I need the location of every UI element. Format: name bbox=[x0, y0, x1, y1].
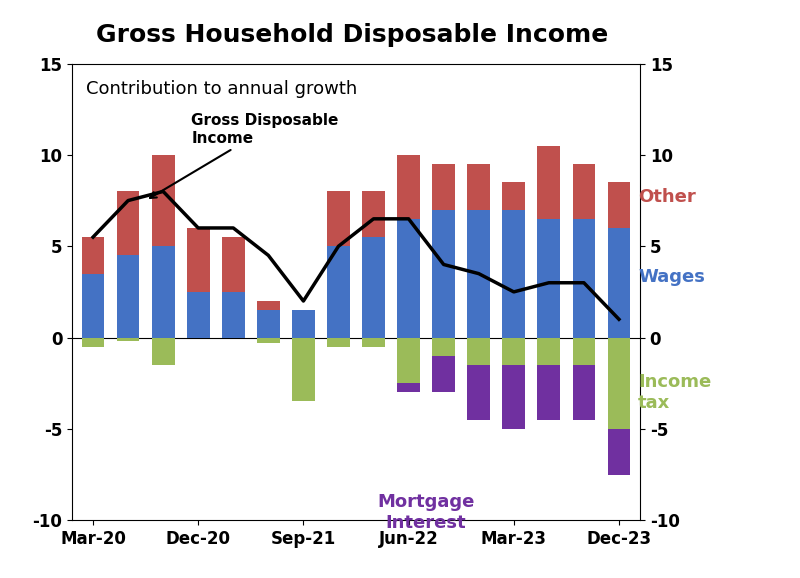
Bar bbox=[573, 338, 595, 365]
Bar bbox=[573, 164, 595, 219]
Bar bbox=[467, 210, 490, 338]
Text: Gross Household Disposable Income: Gross Household Disposable Income bbox=[96, 23, 608, 47]
Bar bbox=[607, 182, 630, 228]
Bar bbox=[292, 338, 315, 402]
Bar bbox=[327, 246, 350, 338]
Bar bbox=[432, 164, 455, 210]
Bar bbox=[117, 338, 139, 341]
Text: Other: Other bbox=[638, 188, 696, 206]
Bar bbox=[362, 191, 385, 237]
Bar bbox=[362, 237, 385, 338]
Bar bbox=[152, 338, 174, 365]
Bar bbox=[362, 338, 385, 347]
Bar bbox=[82, 237, 105, 273]
Bar bbox=[467, 164, 490, 210]
Bar bbox=[432, 356, 455, 392]
Bar bbox=[187, 292, 210, 338]
Bar bbox=[152, 155, 174, 246]
Bar bbox=[502, 338, 525, 365]
Bar bbox=[187, 228, 210, 292]
Bar bbox=[467, 365, 490, 420]
Bar bbox=[152, 246, 174, 338]
Bar bbox=[538, 338, 560, 365]
Bar bbox=[327, 191, 350, 246]
Bar bbox=[573, 365, 595, 420]
Bar bbox=[607, 338, 630, 429]
Bar bbox=[538, 146, 560, 219]
Text: Contribution to annual growth: Contribution to annual growth bbox=[86, 80, 358, 98]
Bar bbox=[82, 338, 105, 347]
Bar bbox=[502, 210, 525, 338]
Bar bbox=[432, 338, 455, 356]
Bar bbox=[292, 310, 315, 338]
Bar bbox=[397, 338, 420, 383]
Bar bbox=[117, 191, 139, 255]
Bar bbox=[257, 301, 280, 310]
Text: Income
tax: Income tax bbox=[638, 373, 711, 412]
Bar bbox=[257, 338, 280, 343]
Bar bbox=[607, 429, 630, 475]
Bar bbox=[432, 210, 455, 338]
Bar bbox=[502, 365, 525, 429]
Bar bbox=[327, 338, 350, 347]
Bar bbox=[397, 155, 420, 219]
Bar bbox=[397, 383, 420, 392]
Bar bbox=[538, 219, 560, 338]
Bar bbox=[222, 292, 245, 338]
Bar bbox=[538, 365, 560, 420]
Bar bbox=[222, 237, 245, 292]
Bar bbox=[257, 310, 280, 338]
Text: Mortgage
Interest: Mortgage Interest bbox=[378, 493, 475, 532]
Bar bbox=[82, 273, 105, 338]
Text: Wages: Wages bbox=[638, 268, 705, 286]
Bar bbox=[607, 228, 630, 338]
Text: Gross Disposable
Income: Gross Disposable Income bbox=[150, 113, 338, 198]
Bar bbox=[117, 255, 139, 338]
Bar bbox=[573, 219, 595, 338]
Bar bbox=[467, 338, 490, 365]
Bar bbox=[397, 219, 420, 338]
Bar bbox=[502, 182, 525, 210]
